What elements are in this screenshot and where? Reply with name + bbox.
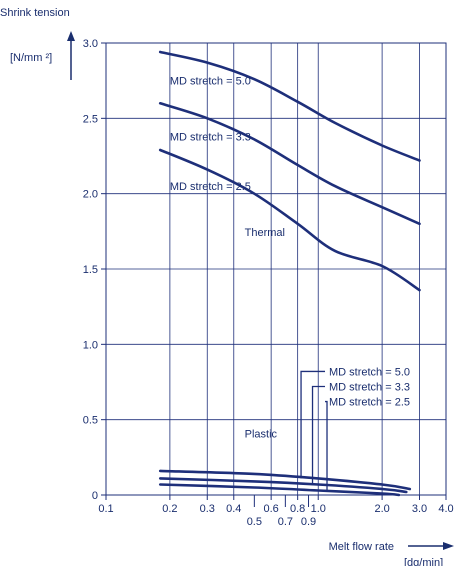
x-tick-label-lower: 0.9 — [301, 516, 316, 528]
y-tick-label: 2.0 — [83, 189, 98, 201]
leader-line — [311, 385, 326, 486]
series-label: MD stretch = 3.3 — [329, 382, 410, 394]
x-tick-label: 1.0 — [311, 503, 326, 515]
series-line — [158, 102, 421, 226]
x-tick-label: 0.3 — [200, 503, 215, 515]
x-tick-label: 0.8 — [290, 503, 305, 515]
x-tick-label: 0.4 — [226, 503, 241, 515]
leader-line — [300, 370, 326, 479]
x-tick-label: 4.0 — [438, 503, 453, 515]
x-axis-title: Melt flow rate — [329, 541, 394, 553]
series-label: MD stretch = 2.5 — [329, 397, 410, 409]
series-label: MD stretch = 5.0 — [329, 366, 410, 378]
x-axis-arrow-head — [443, 542, 454, 550]
series-label: MD stretch = 3.3 — [170, 131, 251, 143]
y-axis-title: Shrink tension — [0, 7, 70, 19]
y-tick-label: 1.5 — [83, 264, 98, 276]
y-tick-label: 2.5 — [83, 113, 98, 125]
series-label: MD stretch = 2.5 — [170, 181, 251, 193]
x-tick-label-lower: 0.5 — [247, 516, 262, 528]
x-tick-label: 0.1 — [98, 503, 113, 515]
x-tick-label: 3.0 — [412, 503, 427, 515]
x-tick-label: 2.0 — [374, 503, 389, 515]
y-tick-label: 1.0 — [83, 339, 98, 351]
x-axis-unit: [dg/min] — [404, 557, 443, 566]
x-tick-label: 0.2 — [162, 503, 177, 515]
group-label: Plastic — [245, 429, 278, 441]
leader-line — [325, 400, 328, 491]
series-line — [158, 148, 421, 292]
y-tick-label: 0 — [92, 490, 98, 502]
y-tick-label: 0.5 — [83, 415, 98, 427]
series-line — [158, 477, 408, 494]
x-tick-label-lower: 0.7 — [278, 516, 293, 528]
x-tick-label: 0.6 — [263, 503, 278, 515]
y-axis-unit: [N/mm ²] — [10, 52, 52, 64]
y-axis-arrow-head — [67, 31, 75, 41]
group-label: Thermal — [245, 227, 285, 239]
y-tick-label: 3.0 — [83, 38, 98, 50]
series-line — [158, 469, 412, 491]
series-label: MD stretch = 5.0 — [170, 76, 251, 88]
series-line — [158, 483, 401, 497]
series-line — [158, 50, 421, 162]
